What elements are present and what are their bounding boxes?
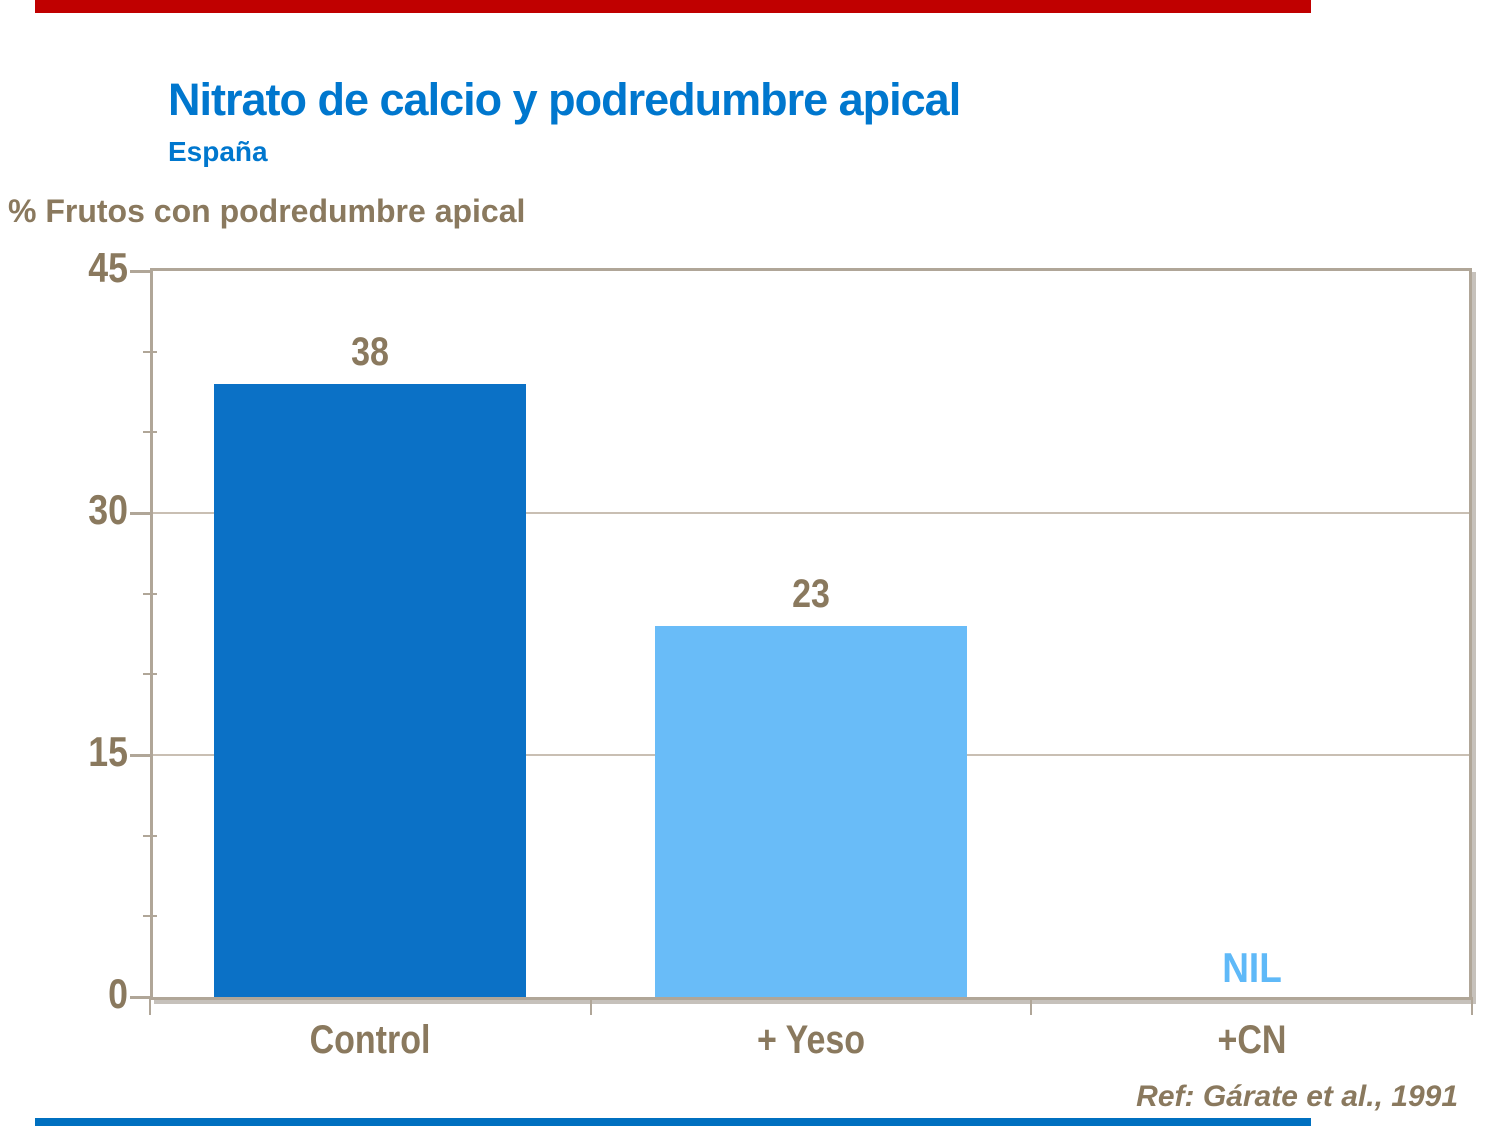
bottom-accent-bar: [35, 1118, 1311, 1126]
top-accent-bar: [35, 0, 1311, 13]
y-tick-label-15: 15: [88, 728, 128, 775]
y-tick-label-0: 0: [108, 970, 128, 1017]
slide-title: Nitrato de calcio y podredumbre apical: [168, 74, 961, 125]
y-tick-15: [130, 754, 150, 757]
plot-area: [150, 268, 1472, 1000]
x-category-label-cn: +CN: [1217, 1018, 1287, 1062]
x-category-label-yeso: + Yeso: [756, 1018, 866, 1062]
y-tick-30: [130, 512, 150, 515]
y-tick-label-30: 30: [88, 486, 128, 533]
reference-text: Ref: Gárate et al., 1991: [1136, 1080, 1458, 1113]
x-category-label-control: Control: [309, 1018, 431, 1062]
y-tick-45: [130, 270, 150, 273]
y-tick-0: [130, 996, 150, 999]
slide-subtitle: España: [168, 136, 268, 167]
y-axis-title: % Frutos con podredumbre apical: [8, 193, 526, 229]
y-tick-label-45: 45: [88, 244, 128, 291]
